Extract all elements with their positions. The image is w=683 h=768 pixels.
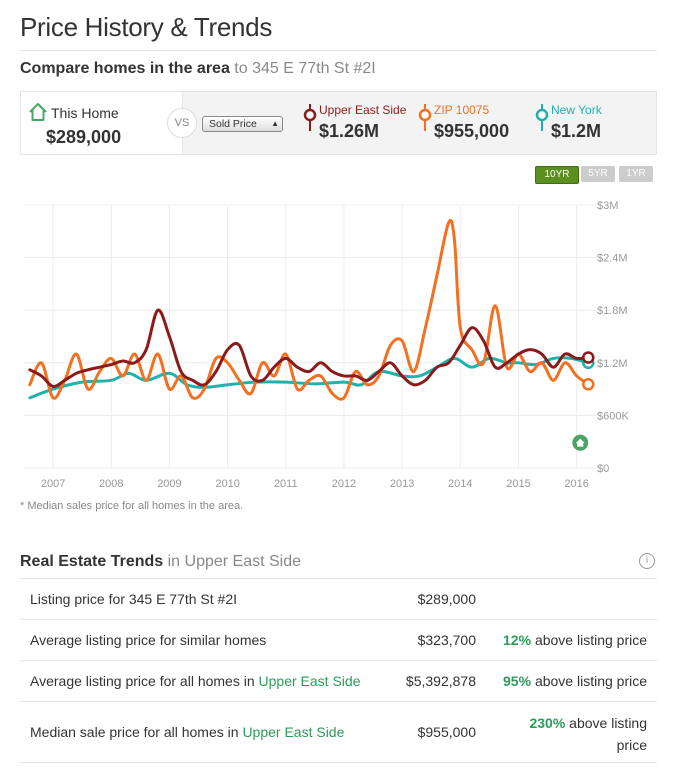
series-end-marker xyxy=(582,378,595,391)
x-tick-label: 2016 xyxy=(564,478,588,490)
x-tick-label: 2009 xyxy=(157,478,181,490)
row-label: Average listing price for similar homes xyxy=(30,632,267,648)
chart-grid xyxy=(24,204,597,469)
area-link[interactable]: Upper East Side xyxy=(258,673,361,689)
trends-title-area: in Upper East Side xyxy=(167,553,302,570)
y-tick-label: $1.2M xyxy=(597,358,628,370)
area-link[interactable]: Upper East Side xyxy=(242,724,345,740)
row-percent-text: above listing price xyxy=(534,632,647,648)
trends-table: Listing price for 345 E 77th St #2I $289… xyxy=(20,578,657,763)
metric-select-value: Sold Price xyxy=(209,118,257,130)
x-tick-label: 2008 xyxy=(99,478,123,490)
x-tick-label: 2010 xyxy=(215,478,239,490)
y-tick-label: $3M xyxy=(597,200,618,212)
pin-icon xyxy=(303,104,317,131)
series-line-upper-east-side xyxy=(28,308,590,389)
chart-footnote: * Median sales price for all homes in th… xyxy=(20,500,244,512)
row-comparison: 12% above listing price xyxy=(480,632,647,648)
compare-heading: Compare homes in the area to 345 E 77th … xyxy=(20,60,376,78)
series-lines xyxy=(28,218,590,401)
row-value: $323,700 xyxy=(417,632,476,648)
table-row: Average listing price for all homes in U… xyxy=(20,660,657,701)
y-tick-label: $0 xyxy=(597,463,609,475)
row-label: Average listing price for all homes in U… xyxy=(30,673,360,689)
row-label-prefix: Average listing price for all homes in xyxy=(30,673,255,689)
x-tick-label: 2011 xyxy=(274,478,298,490)
price-history-chart: $0$600K$1.2M$1.8M$2.4M$3M 2007 2008 2009 20… xyxy=(24,200,629,490)
select-arrows-icon: ▲ xyxy=(271,119,279,128)
legend-name: New York xyxy=(551,103,602,117)
y-tick-label: $600K xyxy=(597,410,629,422)
x-tick-label: 2012 xyxy=(332,478,356,490)
row-label-prefix: Median sale price for all homes in xyxy=(30,724,239,740)
vs-badge: VS xyxy=(167,108,197,138)
row-value: $5,392,878 xyxy=(405,673,476,689)
row-label: Median sale price for all homes in Upper… xyxy=(30,724,344,740)
series-end-marker xyxy=(582,351,595,364)
pin-icon xyxy=(535,104,549,131)
row-label: Listing price for 345 E 77th St #2I xyxy=(30,591,238,607)
row-percent: 95% xyxy=(503,673,532,689)
metric-select[interactable]: Sold Price ▲ xyxy=(202,116,283,132)
row-percent: 230% xyxy=(529,715,566,731)
trends-title-text: Real Estate Trends xyxy=(20,553,164,570)
range-5yr-button[interactable]: 5YR xyxy=(581,166,615,182)
comparison-bar: This Home $289,000 VS Sold Price ▲ Upper… xyxy=(20,91,657,155)
table-row: Listing price for 345 E 77th St #2I $289… xyxy=(20,578,657,619)
range-10yr-button[interactable]: 10YR xyxy=(535,166,579,184)
legend-value: $1.26M xyxy=(319,121,380,141)
trends-title: Real Estate Trends in Upper East Side xyxy=(20,553,301,571)
row-percent: 12% xyxy=(503,632,532,648)
row-comparison: 230% above listing price xyxy=(480,712,647,756)
this-home-panel: This Home $289,000 xyxy=(21,92,183,154)
pin-icon xyxy=(418,104,432,131)
legend-value: $955,000 xyxy=(434,121,510,141)
row-percent-text: above listing xyxy=(569,715,647,731)
legend-name: Upper East Side xyxy=(319,103,407,117)
table-row: Median sale price for all homes in Upper… xyxy=(20,701,657,763)
house-icon xyxy=(29,103,47,121)
legend-name: ZIP 10075 xyxy=(434,103,490,117)
title-divider xyxy=(20,50,657,51)
y-tick-label: $2.4M xyxy=(597,253,628,265)
y-tick-label: $1.8M xyxy=(597,305,628,317)
range-1yr-button[interactable]: 1YR xyxy=(619,166,653,182)
info-icon[interactable]: i xyxy=(639,553,655,569)
legend-value: $1.2M xyxy=(551,121,602,141)
series-line-zip-10075 xyxy=(28,218,590,401)
x-axis-labels: 2007 2008 2009 2010 2011 2012 2013 2014 2015 2016 xyxy=(41,478,589,490)
y-axis-labels: $0 $600K $1.2M $1.8M $2.4M $3M xyxy=(597,200,629,475)
x-tick-label: 2013 xyxy=(390,478,414,490)
x-tick-label: 2015 xyxy=(506,478,530,490)
this-home-marker-icon xyxy=(572,434,589,451)
row-comparison: 95% above listing price xyxy=(480,673,647,689)
table-row: Average listing price for similar homes … xyxy=(20,619,657,660)
row-value: $289,000 xyxy=(417,591,476,607)
x-tick-label: 2014 xyxy=(448,478,472,490)
this-home-price: $289,000 xyxy=(46,127,122,147)
row-percent-text-2: price xyxy=(616,737,647,753)
x-tick-label: 2007 xyxy=(41,478,65,490)
series-markers xyxy=(572,351,595,451)
row-value: $955,000 xyxy=(417,724,476,740)
compare-address: to 345 E 77th St #2I xyxy=(234,60,376,77)
compare-prefix: Compare homes in the area xyxy=(20,60,230,77)
page-title: Price History & Trends xyxy=(20,12,273,42)
this-home-label: This Home xyxy=(51,105,119,121)
row-percent-text: above listing price xyxy=(534,673,647,689)
